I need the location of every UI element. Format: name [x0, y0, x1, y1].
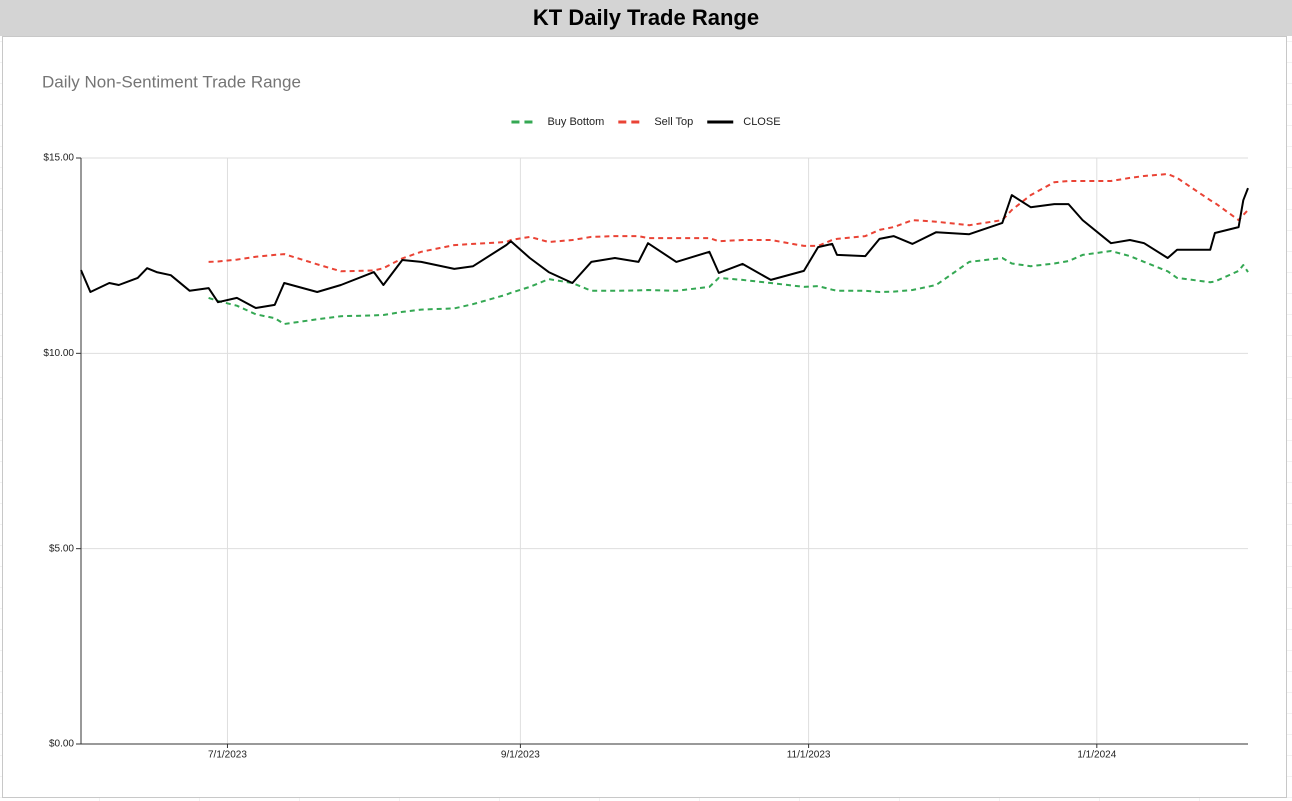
chart-frame: [2, 36, 1287, 798]
legend: Buy Bottom Sell Top CLOSE: [511, 116, 781, 128]
y-tick-label: $10.00: [43, 348, 74, 359]
series-line: [208, 173, 1249, 273]
y-tick-label: $0.00: [49, 739, 74, 750]
legend-label: CLOSE: [743, 116, 780, 128]
y-tick-label: $5.00: [49, 543, 74, 554]
chart-subtitle: Daily Non-Sentiment Trade Range: [42, 72, 301, 91]
x-tick-label: 7/1/2023: [208, 750, 247, 761]
x-tick-label: 11/1/2023: [787, 750, 831, 761]
chart-title: KT Daily Trade Range: [533, 5, 759, 30]
title-bar: [0, 0, 1292, 36]
x-tick-label: 1/1/2024: [1077, 750, 1116, 761]
plot-area: $0.00 $5.00 $10.00 $15.00 7/1/2023 9/1/2023 11…: [43, 116, 1249, 761]
y-tick-label: $15.00: [43, 153, 74, 164]
legend-label: Sell Top: [654, 116, 693, 128]
x-tick-label: 9/1/2023: [501, 750, 540, 761]
legend-label: Buy Bottom: [547, 116, 604, 128]
series-line: [80, 187, 1249, 309]
